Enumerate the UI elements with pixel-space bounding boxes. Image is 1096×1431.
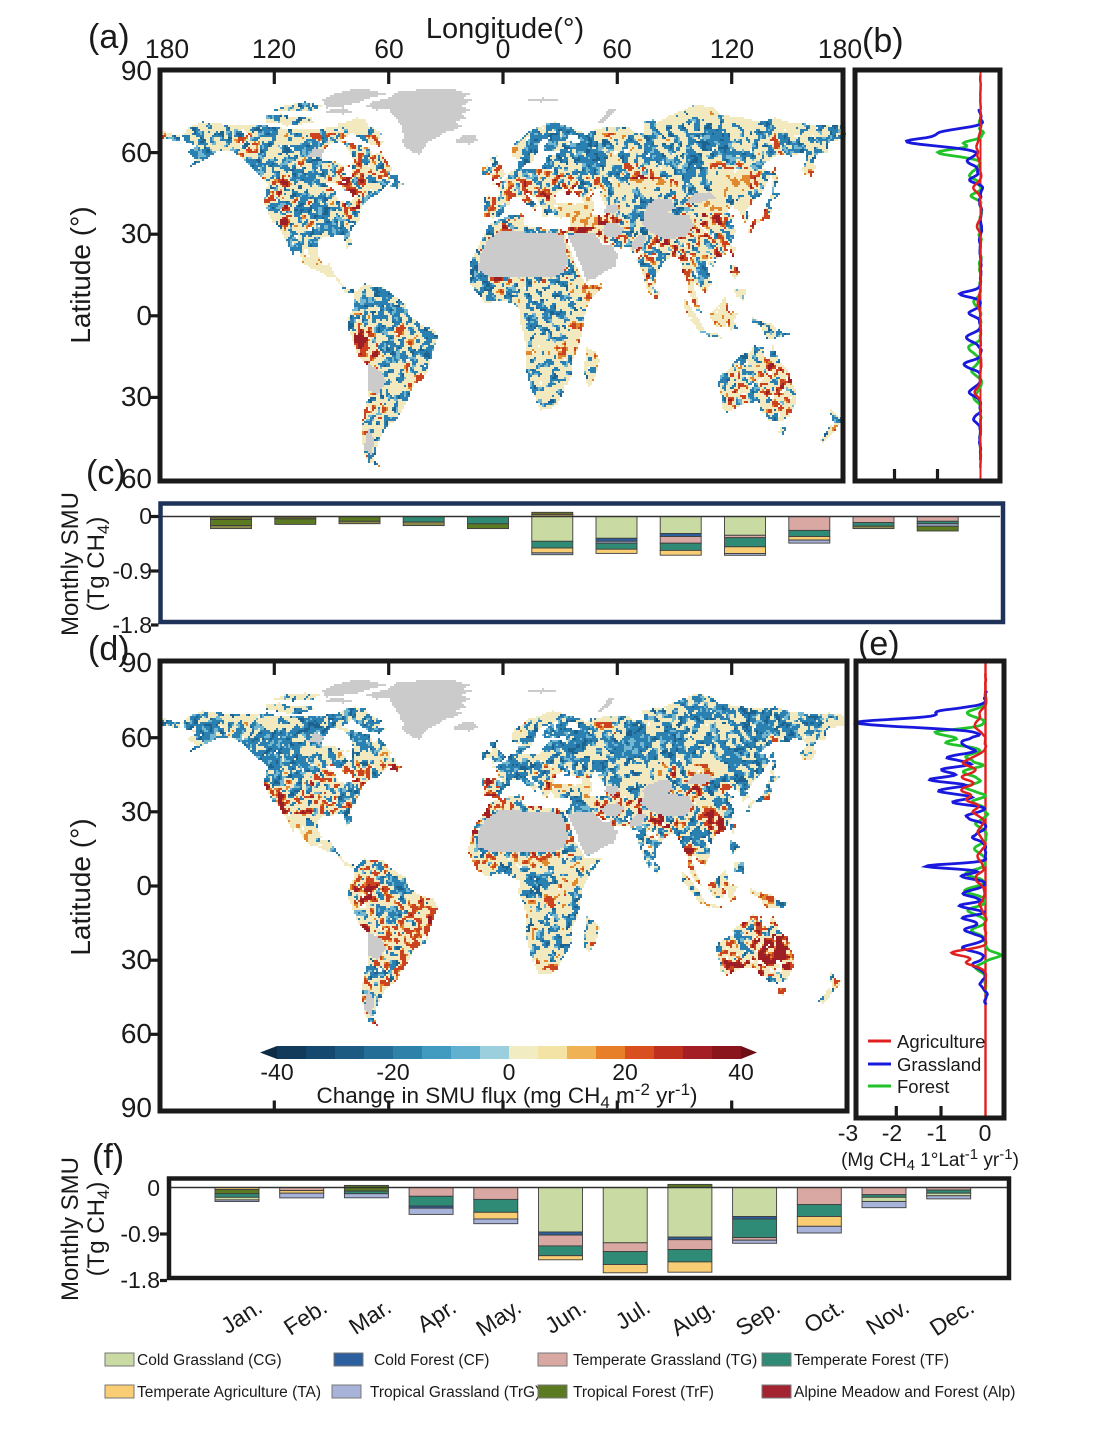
svg-text:-0.9: -0.9 (112, 558, 152, 584)
svg-text:Latitude (°): Latitude (°) (65, 818, 96, 955)
svg-text:180: 180 (818, 34, 862, 64)
svg-text:0: 0 (147, 1175, 160, 1201)
svg-text:(a): (a) (88, 18, 130, 56)
svg-text:-2: -2 (882, 1120, 902, 1146)
svg-text:Tropical Forest (TrF): Tropical Forest (TrF) (573, 1384, 714, 1401)
svg-text:(e): (e) (858, 625, 900, 663)
svg-text:Temperate Agriculture (TA): Temperate Agriculture (TA) (137, 1384, 321, 1401)
svg-text:Temperate Grassland (TG): Temperate Grassland (TG) (573, 1352, 757, 1369)
svg-text:-3: -3 (838, 1120, 858, 1146)
svg-text:Alpine Meadow and Forest (Alp): Alpine Meadow and Forest (Alp) (794, 1384, 1015, 1401)
svg-text:0: 0 (496, 34, 511, 64)
svg-text:(Mg CH4 1°Lat-1 yr-1): (Mg CH4 1°Lat-1 yr-1) (841, 1146, 1019, 1174)
svg-text:-1: -1 (927, 1120, 947, 1146)
svg-text:60: 60 (121, 722, 152, 753)
svg-text:Cold Forest (CF): Cold Forest (CF) (374, 1352, 489, 1369)
svg-text:-0.9: -0.9 (120, 1221, 160, 1247)
svg-text:Agriculture: Agriculture (897, 1031, 985, 1052)
svg-text:60: 60 (374, 34, 403, 64)
svg-text:Monthly SMU: Monthly SMU (57, 1157, 84, 1301)
svg-text:-1.8: -1.8 (112, 612, 152, 638)
svg-text:30: 30 (121, 944, 152, 975)
svg-text:0: 0 (136, 300, 152, 331)
svg-text:40: 40 (728, 1059, 754, 1085)
svg-text:Longitude(°): Longitude(°) (426, 13, 584, 45)
svg-text:30: 30 (121, 218, 152, 249)
svg-text:(d): (d) (88, 630, 130, 668)
svg-text:0: 0 (503, 1059, 516, 1085)
svg-text:30: 30 (121, 381, 152, 412)
svg-text:180: 180 (145, 34, 189, 64)
svg-text:90: 90 (121, 647, 152, 678)
svg-text:30: 30 (121, 796, 152, 827)
svg-text:Change in SMU flux (mg CH4 m-2: Change in SMU flux (mg CH4 m-2 yr-1) (316, 1080, 697, 1112)
svg-text:(b): (b) (862, 22, 904, 60)
svg-text:(c): (c) (86, 454, 126, 492)
svg-text:(Tg CH4): (Tg CH4) (83, 517, 113, 612)
svg-text:(f): (f) (92, 1138, 124, 1176)
svg-text:Temperate Forest (TF): Temperate Forest (TF) (794, 1352, 949, 1369)
svg-text:0: 0 (136, 870, 152, 901)
svg-text:60: 60 (602, 34, 631, 64)
svg-text:120: 120 (252, 34, 296, 64)
svg-text:0: 0 (979, 1120, 992, 1146)
svg-text:Forest: Forest (897, 1076, 949, 1097)
svg-text:Latitude (°): Latitude (°) (65, 206, 96, 343)
svg-text:90: 90 (121, 55, 152, 86)
svg-text:-1.8: -1.8 (120, 1267, 160, 1293)
svg-text:60: 60 (121, 1018, 152, 1049)
svg-text:60: 60 (121, 137, 152, 168)
svg-text:0: 0 (139, 503, 152, 529)
svg-text:60: 60 (121, 463, 152, 494)
svg-text:90: 90 (121, 1092, 152, 1123)
svg-text:Monthly SMU: Monthly SMU (57, 492, 84, 636)
svg-text:Tropical Grassland (TrG): Tropical Grassland (TrG) (370, 1384, 540, 1401)
svg-text:Cold Grassland (CG): Cold Grassland (CG) (137, 1352, 282, 1369)
svg-text:20: 20 (612, 1059, 638, 1085)
svg-text:120: 120 (710, 34, 754, 64)
svg-text:Grassland: Grassland (897, 1054, 981, 1075)
svg-text:-40: -40 (260, 1059, 293, 1085)
svg-text:-20: -20 (376, 1059, 409, 1085)
